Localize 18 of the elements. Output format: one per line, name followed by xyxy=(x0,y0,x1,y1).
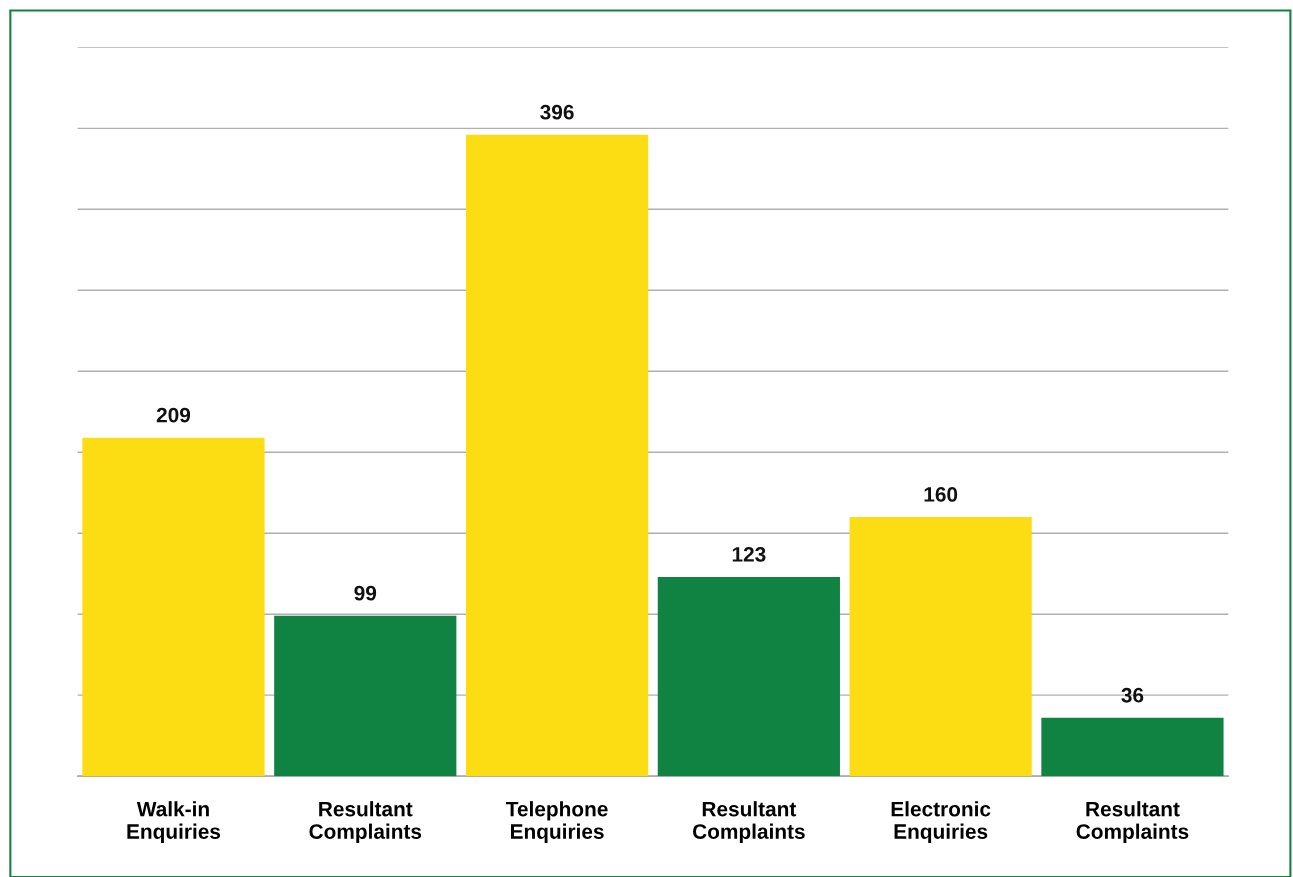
data-label: 36 xyxy=(1121,687,1144,703)
bar xyxy=(657,576,840,777)
x-tick-label: Resultant Complaints xyxy=(309,801,422,844)
data-label: 160 xyxy=(924,487,958,502)
bar xyxy=(465,134,649,777)
x-tick-label: Telephone Enquiries xyxy=(505,801,608,844)
bar xyxy=(82,437,265,777)
bar xyxy=(849,517,1032,777)
data-label: 123 xyxy=(732,546,766,562)
x-tick-label: Walk-in Enquiries xyxy=(127,801,221,844)
x-tick-label: Resultant Complaints xyxy=(693,801,805,844)
data-label: 396 xyxy=(540,104,574,120)
bar xyxy=(274,615,457,777)
data-label: 209 xyxy=(156,407,191,423)
x-tick-label: Resultant Complaints xyxy=(1076,801,1189,844)
x-tick-label: Electronic Enquiries xyxy=(891,801,991,844)
bar xyxy=(1041,717,1224,777)
data-label: 99 xyxy=(354,585,377,601)
